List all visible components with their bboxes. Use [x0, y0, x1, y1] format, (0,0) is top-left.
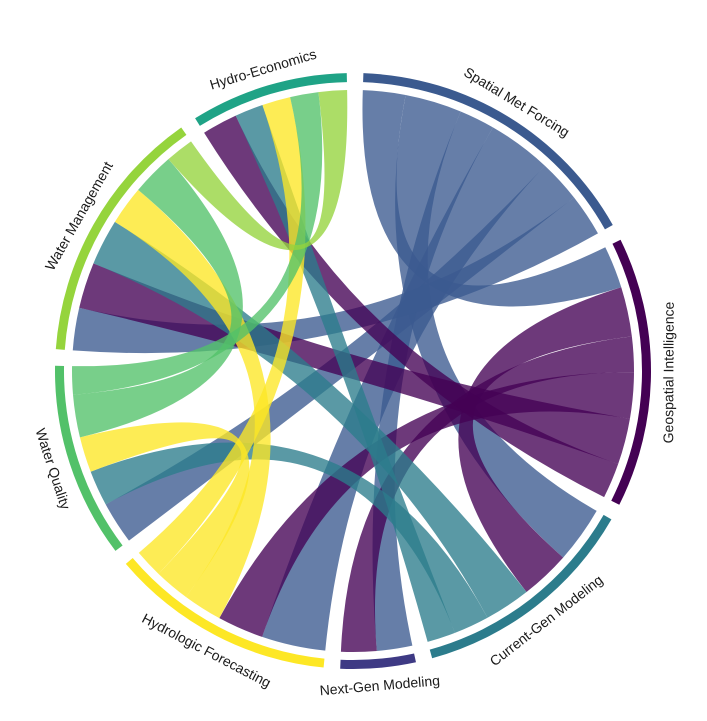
ribbon-geospatial-intelligence-to-hydro-economics: [204, 115, 619, 498]
ribbon-spatial-met-forcing-to-hydrologic-forecasting: [262, 127, 545, 651]
ribbon-spatial-met-forcing-to-geospatial-intelligence: [362, 90, 622, 307]
ribbon-current-gen-modeling-to-water-management: [93, 221, 527, 618]
sector-label-geospatial-intelligence: Geospatial Intelligence: [660, 301, 677, 443]
ribbon-hydrologic-forecasting-to-hydro-economics: [138, 97, 306, 574]
sector-arc-geospatial-intelligence: [611, 239, 652, 505]
ribbon-water-quality-to-hydro-economics: [72, 92, 323, 395]
sector-label-next-gen-modeling: Next-Gen Modeling: [319, 672, 441, 698]
sector-arc-layer: [55, 73, 652, 669]
ribbon-hydrologic-forecasting-to-water-management: [114, 189, 271, 619]
ribbon-layer: [72, 90, 634, 652]
ribbon-hydrologic-forecasting-to-water-quality: [79, 422, 250, 597]
ribbon-spatial-met-forcing-to-current-gen-modeling: [395, 94, 597, 558]
ribbon-geospatial-intelligence-to-next-gen-modeling: [340, 336, 634, 652]
sector-arc-hydro-economics: [195, 73, 347, 126]
sector-arc-next-gen-modeling: [340, 653, 416, 669]
ribbon-water-quality-to-water-management: [73, 159, 243, 438]
ribbon-water-management-to-hydro-economics: [168, 90, 348, 251]
ribbon-geospatial-intelligence-to-current-gen-modeling: [458, 287, 632, 593]
ribbon-geospatial-intelligence-to-hydrologic-forecasting: [219, 372, 634, 637]
sector-arc-water-quality: [55, 365, 123, 551]
sector-arc-hydrologic-forecasting: [125, 558, 325, 668]
